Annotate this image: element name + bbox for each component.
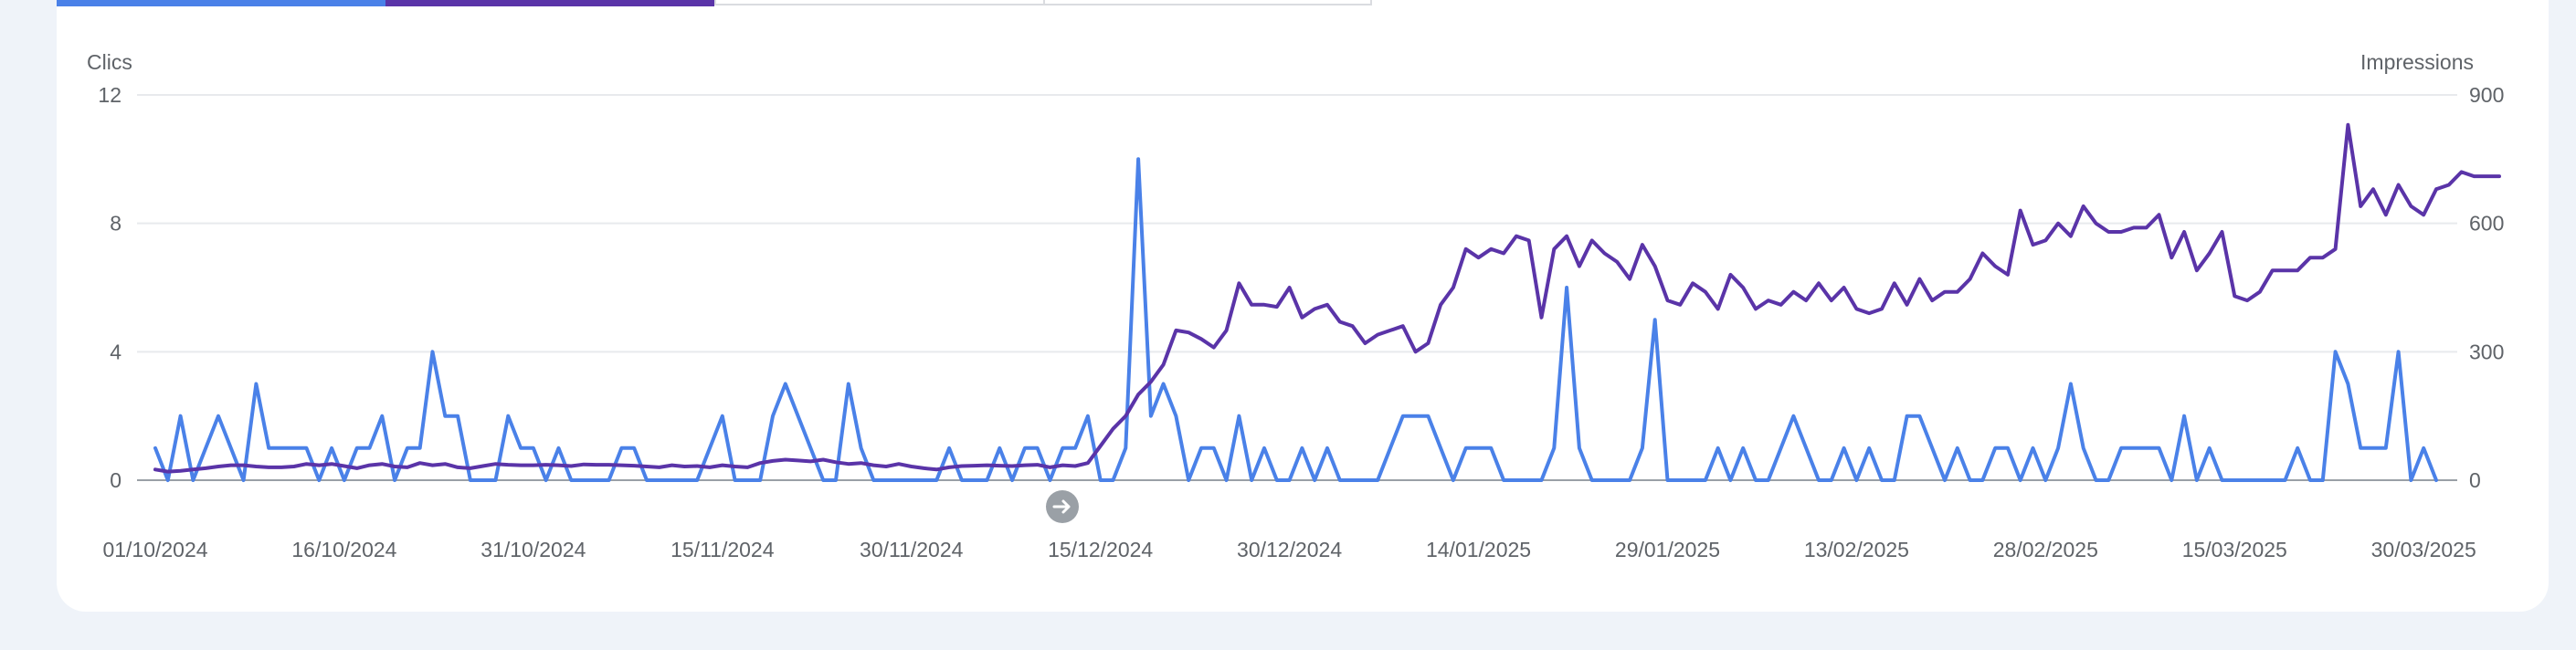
x-tick-label: 14/01/2025 — [1426, 538, 1531, 561]
arrow-right-icon — [1052, 499, 1071, 514]
tab-clicks[interactable] — [57, 0, 385, 6]
x-tick-label: 16/10/2024 — [291, 538, 396, 561]
x-tick-label: 29/01/2025 — [1615, 538, 1720, 561]
x-tick-label: 28/02/2025 — [1993, 538, 2098, 561]
x-tick-label: 30/11/2024 — [860, 538, 964, 561]
impressions-series-line — [153, 122, 2501, 474]
left-tick-label: 0 — [110, 468, 121, 492]
performance-card — [57, 0, 2549, 612]
left-tick-label: 12 — [98, 83, 121, 107]
x-tick-label: 15/12/2024 — [1048, 538, 1153, 561]
x-tick-label: 15/11/2024 — [670, 538, 775, 561]
left-tick-label: 8 — [110, 212, 121, 236]
right-tick-label: 600 — [2469, 212, 2504, 236]
tab-impressions[interactable] — [385, 0, 714, 6]
right-tick-label: 900 — [2469, 83, 2504, 107]
x-tick-label: 30/12/2024 — [1237, 538, 1342, 561]
tab-position[interactable] — [1043, 0, 1372, 5]
left-tick-label: 4 — [110, 340, 121, 363]
right-tick-label: 300 — [2469, 340, 2504, 363]
metric-tabs — [57, 0, 1372, 6]
left-axis-title: Clics — [87, 50, 132, 74]
clicks-series-line — [153, 157, 2438, 482]
x-tick-label: 15/03/2025 — [2182, 538, 2287, 561]
right-axis-title: Impressions — [2360, 50, 2474, 74]
right-tick-label: 0 — [2469, 468, 2481, 492]
x-tick-label: 30/03/2025 — [2371, 538, 2476, 561]
x-tick-label: 31/10/2024 — [480, 538, 586, 561]
x-tick-label: 01/10/2024 — [102, 538, 207, 561]
annotation-marker-button[interactable] — [1046, 490, 1079, 523]
x-tick-label: 13/02/2025 — [1804, 538, 1909, 561]
